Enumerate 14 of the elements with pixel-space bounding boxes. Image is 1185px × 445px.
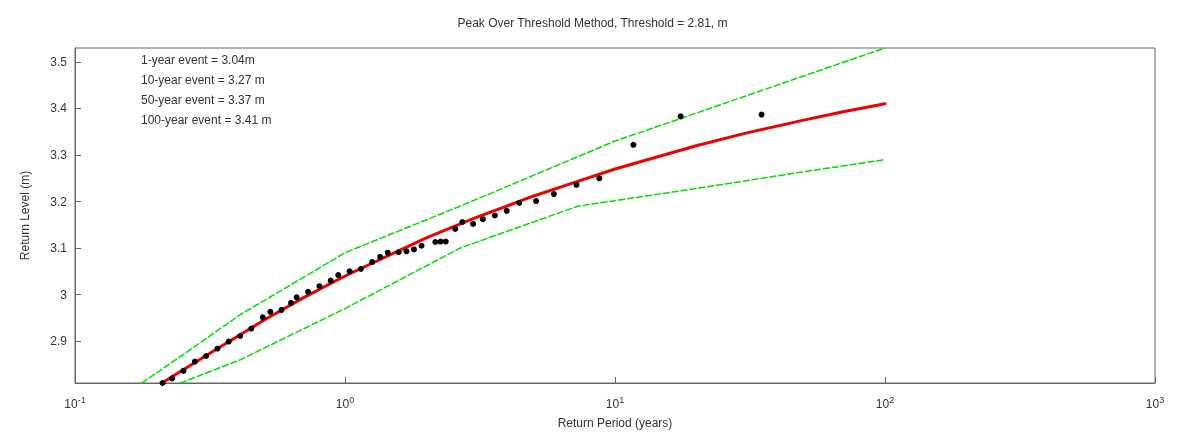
x-axis-title: Return Period (years)	[557, 416, 673, 430]
annotation: 10-year event = 3.27 m	[141, 73, 265, 87]
y-axis-title: Return Level (m)	[18, 170, 32, 261]
y-tick-label: 3	[60, 287, 68, 302]
y-tick-label: 3.4	[50, 101, 68, 116]
y-tick-label: 2.9	[50, 334, 68, 349]
annotation: 50-year event = 3.37 m	[141, 93, 265, 107]
chart-title: Peak Over Threshold Method, Threshold = 2.81, m	[457, 16, 728, 30]
y-tick-label: 3.1	[50, 241, 68, 256]
y-tick-label: 3.3	[50, 148, 68, 163]
y-tick-label: 3.5	[50, 54, 68, 69]
y-tick-label: 3.2	[50, 194, 68, 209]
annotation: 1-year event = 3.04m	[141, 53, 255, 67]
annotation: 100-year event = 3.41 m	[141, 113, 272, 127]
